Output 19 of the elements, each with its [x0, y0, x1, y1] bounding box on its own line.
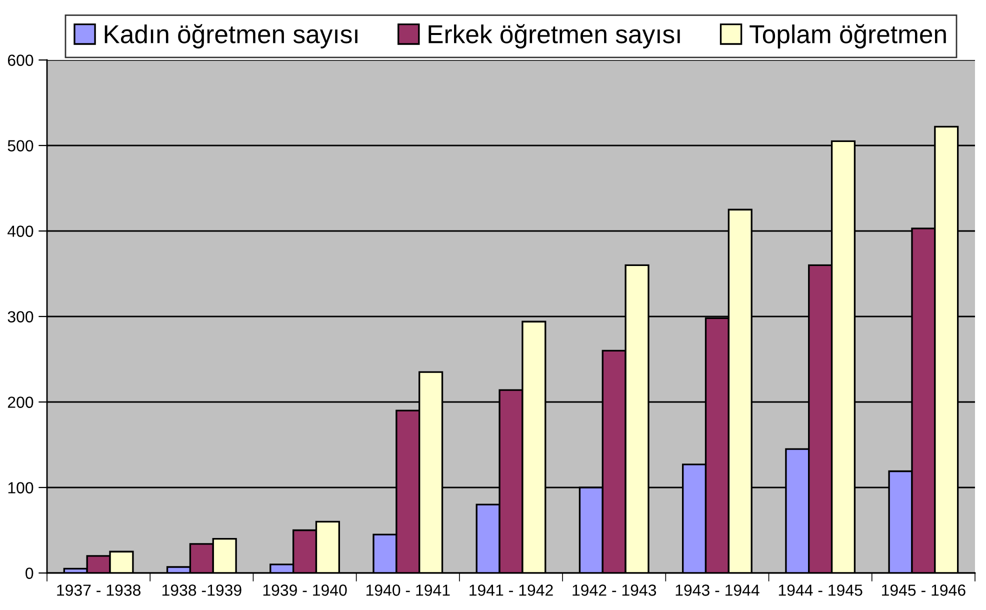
y-tick-label: 500 — [8, 140, 34, 152]
x-tick-label: 1937 - 1938 — [57, 584, 140, 596]
x-tick-label: 1941 - 1942 — [470, 584, 553, 596]
y-tick-label: 300 — [8, 311, 34, 322]
y-tick-label: 200 — [8, 396, 34, 408]
y-tick-label: 0 — [26, 568, 34, 579]
y-tick-label: 100 — [8, 482, 34, 494]
legend-label: Erkek öğretmen sayısı — [428, 24, 680, 48]
x-tick-label: 1938 -1939 — [162, 584, 242, 596]
legend-label: Kadın öğretmen sayısı — [104, 24, 358, 48]
y-tick-label: 400 — [8, 226, 34, 237]
y-tick-label: 600 — [8, 54, 34, 66]
x-tick-label: 1944 - 1945 — [778, 584, 862, 596]
x-tick-label: 1943 - 1944 — [676, 584, 760, 596]
x-tick-label: 1942 - 1943 — [572, 584, 656, 596]
x-tick-label: 1939 - 1940 — [263, 584, 347, 596]
legend-label: Toplam öğretmen — [750, 24, 946, 48]
x-tick-label: 1940 - 1941 — [366, 584, 450, 596]
x-tick-label: 1945 - 1946 — [882, 584, 966, 596]
